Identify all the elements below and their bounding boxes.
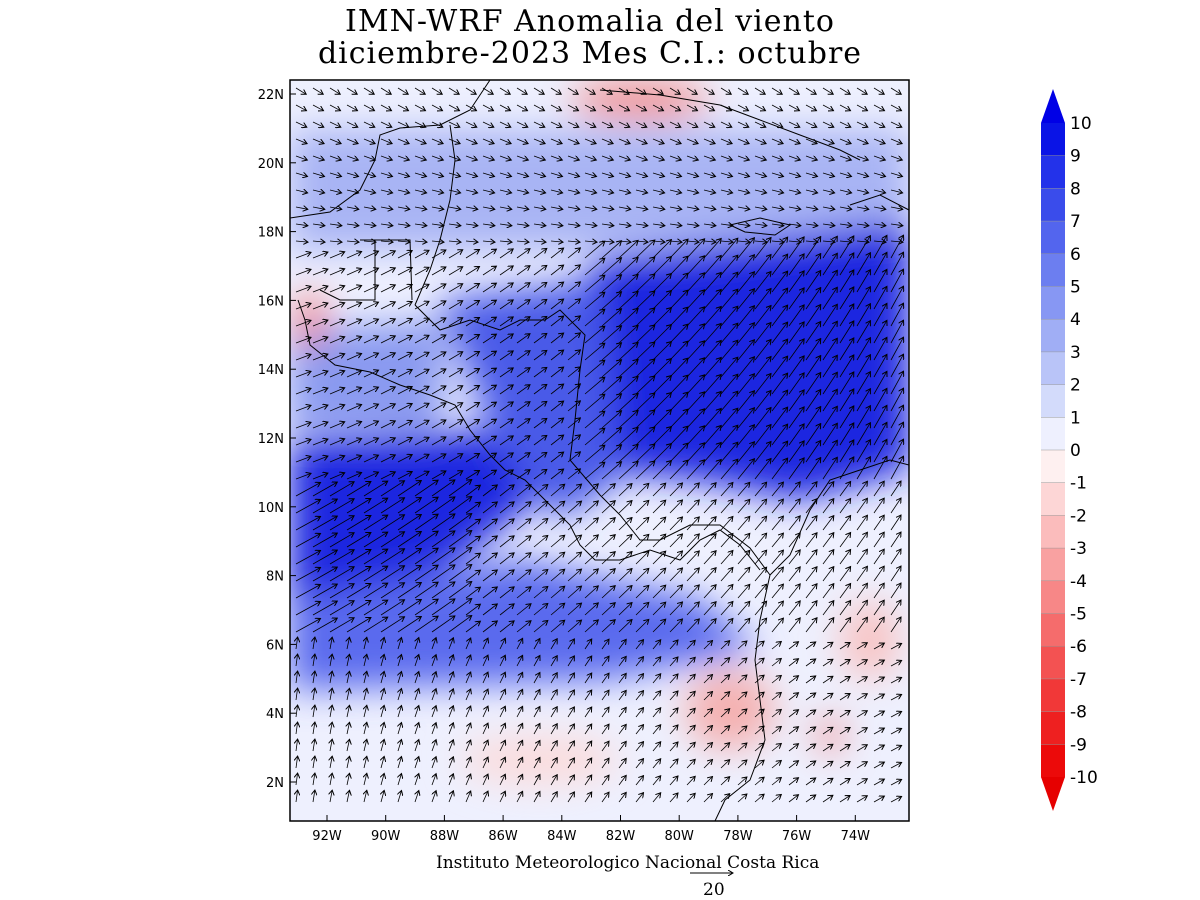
- colorbar-segment: [1041, 678, 1065, 713]
- colorbar-segment: [1041, 580, 1065, 614]
- lat-tick-label: 10N: [258, 501, 284, 516]
- colorbar-label: 6: [1070, 245, 1081, 265]
- colorbar-segment: [1041, 744, 1065, 778]
- colorbar-label: -6: [1070, 637, 1087, 657]
- colorbar-label: -1: [1070, 474, 1087, 494]
- credit-text: Instituto Meteorologico Nacional Costa R…: [436, 853, 820, 873]
- colorbar-segment: [1041, 646, 1065, 680]
- lon-tick-label: 76W: [782, 829, 812, 844]
- lat-tick-label: 8N: [266, 570, 284, 585]
- colorbar-segment: [1041, 253, 1065, 287]
- lat-tick-label: 2N: [266, 776, 284, 791]
- colorbar-segment: [1041, 613, 1065, 647]
- wind-vectors: [296, 87, 904, 803]
- colorbar-label: -2: [1070, 506, 1087, 526]
- colorbar-label: -5: [1070, 605, 1087, 625]
- map-title-line1: IMN-WRF Anomalia del viento: [345, 4, 835, 39]
- colorbar-label: 1: [1070, 408, 1081, 428]
- lat-tick-label: 20N: [258, 157, 284, 172]
- colorbar-label: -10: [1070, 768, 1098, 788]
- colorbar-label: 2: [1070, 376, 1081, 396]
- colorbar-segment: [1041, 450, 1065, 484]
- colorbar-bottom-arrow: [1041, 777, 1065, 811]
- lon-tick-label: 92W: [312, 829, 342, 844]
- coastlines: [290, 80, 909, 821]
- colorbar-label: 7: [1070, 212, 1081, 232]
- lat-tick-label: 4N: [266, 707, 284, 722]
- colorbar-segment: [1041, 286, 1065, 320]
- lat-tick-label: 16N: [258, 294, 284, 309]
- colorbar-segment: [1041, 384, 1065, 418]
- colorbar-label: -7: [1070, 670, 1087, 690]
- colorbar-segment: [1041, 417, 1065, 451]
- colorbar-label: -9: [1070, 735, 1087, 755]
- lon-tick-label: 88W: [430, 829, 460, 844]
- latitude-axis: 22N 20N 18N 16N 14N 12N 10N 8N 6N 4N 2N: [258, 88, 296, 791]
- colorbar-label: -3: [1070, 539, 1087, 559]
- colorbar-label: -8: [1070, 703, 1087, 723]
- lon-tick-label: 80W: [664, 829, 694, 844]
- colorbar-segment: [1041, 188, 1065, 222]
- colorbar-segment: [1041, 123, 1065, 157]
- colorbar-label: 9: [1070, 147, 1081, 167]
- lat-tick-label: 12N: [258, 432, 284, 447]
- colorbar-segment: [1041, 548, 1065, 582]
- plot-frame: [289, 79, 910, 822]
- colorbar-label: 4: [1070, 310, 1081, 330]
- colorbar-segment: [1041, 221, 1065, 255]
- map-title-line2: diciembre-2023 Mes C.I.: octubre: [317, 36, 863, 71]
- colorbar-segment: [1041, 351, 1065, 386]
- colorbar-label: 5: [1070, 278, 1081, 298]
- colorbar-top-arrow: [1041, 89, 1065, 123]
- lat-tick-label: 18N: [258, 226, 284, 241]
- lon-tick-label: 86W: [488, 829, 518, 844]
- colorbar-segment: [1041, 711, 1065, 745]
- colorbar-segment: [1041, 155, 1065, 189]
- lon-tick-label: 84W: [547, 829, 577, 844]
- colorbar-label: 8: [1070, 179, 1081, 199]
- lon-tick-label: 82W: [606, 829, 636, 844]
- lat-tick-label: 14N: [258, 363, 284, 378]
- colorbar-label: -4: [1070, 572, 1087, 592]
- reference-vector-value: 20: [703, 880, 725, 900]
- colorbar-segment: [1041, 515, 1065, 549]
- colorbar-segment: [1041, 319, 1065, 353]
- lon-tick-label: 90W: [371, 829, 401, 844]
- lat-tick-label: 22N: [258, 88, 284, 103]
- colorbar-label: 3: [1070, 343, 1081, 363]
- anomaly-field: [290, 80, 909, 821]
- longitude-axis: 92W 90W 88W 86W 84W 82W 80W 78W 76W 74W: [312, 815, 870, 844]
- lon-tick-label: 74W: [841, 829, 871, 844]
- colorbar-label: 10: [1070, 114, 1092, 134]
- colorbar-label: 0: [1070, 441, 1081, 461]
- lon-tick-label: 78W: [723, 829, 753, 844]
- colorbar-segment: [1041, 482, 1065, 516]
- lat-tick-label: 6N: [266, 638, 284, 653]
